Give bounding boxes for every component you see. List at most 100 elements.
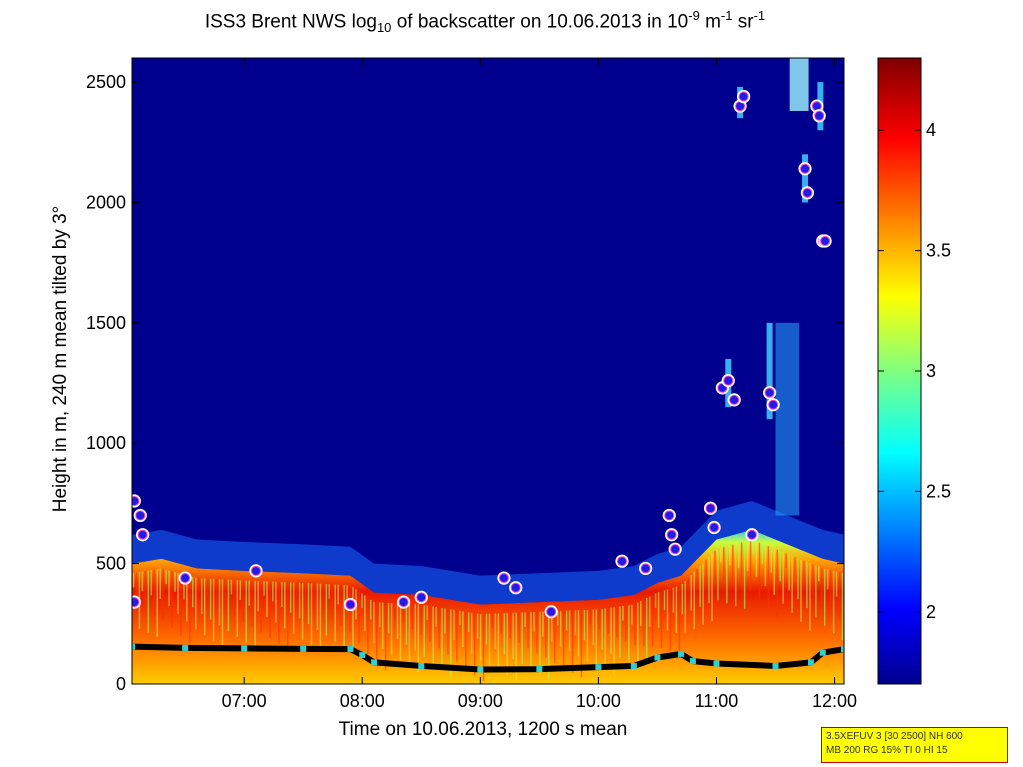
cloud-base-marker-edge — [416, 592, 427, 603]
title-exp2: -1 — [720, 8, 733, 23]
x-tick-label: 09:00 — [458, 691, 503, 711]
detected-layer-marker — [477, 666, 484, 673]
y-tick-label: 2000 — [86, 192, 126, 212]
cloud-base-marker-edge — [137, 529, 148, 540]
cloud-base-marker — [414, 590, 428, 604]
cloud-base-marker — [703, 501, 718, 515]
detected-layer-marker — [132, 643, 135, 650]
cloud-base-marker — [509, 581, 523, 595]
detected-layer-marker — [630, 662, 637, 669]
cloud-base-marker-edge — [132, 597, 140, 608]
detected-layer-marker — [807, 659, 814, 666]
y-tick-label: 0 — [116, 674, 126, 694]
info-line-1: 3.5XEFUV 3 [30 2500] NH 600 — [826, 731, 963, 742]
cloud-base-marker — [766, 398, 780, 412]
cloud-base-marker-edge — [802, 187, 813, 198]
detected-layer-marker — [713, 660, 720, 667]
title-log-base: 10 — [376, 20, 392, 36]
heatmap-cloud-column — [766, 322, 773, 420]
cloud-base-marker-edge — [800, 163, 811, 174]
cloud-base-marker-edge — [398, 597, 409, 608]
cloud-base-marker — [665, 528, 679, 542]
cloud-base-marker-edge — [738, 91, 749, 102]
cloud-base-marker — [639, 561, 653, 576]
cloud-base-marker — [132, 595, 141, 609]
cloud-base-marker — [497, 571, 511, 585]
cloud-base-marker-edge — [768, 399, 779, 410]
detected-layer-marker — [241, 645, 248, 652]
detected-layer-marker — [678, 650, 685, 657]
detected-layer-marker — [536, 666, 543, 673]
y-tick-label: 1500 — [86, 313, 126, 333]
detected-layer-line — [132, 643, 844, 673]
plot-area — [132, 58, 844, 684]
cloud-base-marker — [396, 595, 411, 609]
title-prefix: ISS3 Brent NWS log — [204, 11, 377, 33]
heatmap-haze — [132, 501, 844, 605]
detected-layer-marker — [819, 649, 826, 656]
cloud-base-marker-edge — [617, 556, 628, 567]
cloud-base-marker — [343, 597, 358, 612]
detected-layer-marker — [772, 662, 779, 669]
heatmap-cloud-top — [789, 58, 809, 111]
cloud-base-marker-edge — [814, 110, 825, 121]
title-unit2: sr — [732, 11, 754, 33]
info-line-2: MB 200 RG 15% TI 0 HI 15 — [826, 745, 948, 756]
cloud-base-marker-edge — [709, 522, 720, 533]
heatmap-cloud-column — [802, 154, 809, 203]
detected-layer-marker — [689, 658, 696, 665]
detected-layer-marker — [841, 646, 844, 653]
colorbar-tick-label: 3.5 — [926, 241, 951, 261]
title-exp1: -9 — [688, 8, 700, 23]
cloud-base-marker — [668, 542, 682, 556]
colorbar-gradient — [878, 58, 921, 684]
y-tick-label: 500 — [96, 554, 126, 574]
title-unit1: m — [699, 11, 721, 33]
detected-layer-marker — [371, 659, 378, 666]
y-axis-label: Height in m, 240 m mean tilted by 3° — [50, 206, 71, 512]
cloud-base-marker — [763, 386, 777, 400]
cloud-base-marker-edge — [666, 529, 677, 540]
cloud-base-marker-edge — [664, 510, 675, 521]
colorbar-tick-label: 2.5 — [926, 481, 951, 501]
cloud-base-marker — [727, 393, 741, 407]
cloud-base-marker — [812, 109, 826, 123]
title-exp3: -1 — [753, 8, 766, 23]
cloud-base-marker-edge — [250, 565, 261, 576]
detected-layer-marker — [300, 645, 307, 652]
detected-layer-marker — [595, 664, 602, 671]
cloud-base-marker-edge — [670, 544, 681, 555]
cloud-base-marker-edge — [764, 387, 775, 398]
cloud-base-marker — [133, 508, 147, 523]
cloud-base-marker-edge — [132, 496, 140, 507]
cloud-base-marker — [745, 528, 759, 542]
cloud-base-marker-edge — [820, 235, 831, 246]
cloud-base-marker-edge — [135, 510, 146, 521]
cloud-base-marker-edge — [640, 563, 651, 574]
colorbar: 2 2.5 3 3.5 4 — [877, 57, 951, 685]
cloud-base-marker — [707, 520, 721, 535]
cloud-base-marker-edge — [746, 529, 757, 540]
colorbar-tick-label: 2 — [926, 602, 936, 622]
colorbar-tick-label: 4 — [926, 120, 936, 140]
detected-layer-marker — [347, 646, 354, 653]
cloud-base-marker — [800, 186, 814, 200]
info-box: 3.5XEFUV 3 [30 2500] NH 600 MB 200 RG 15… — [821, 727, 1008, 763]
cloud-base-marker-edge — [498, 573, 509, 584]
cloud-base-marker-edge — [345, 599, 356, 610]
chart-title: ISS3 Brent NWS log10 of backscatter on 1… — [0, 8, 970, 35]
x-tick-label: 10:00 — [576, 691, 621, 711]
cloud-base-marker — [615, 554, 629, 568]
title-middle: of backscatter on 10.06.2013 in 10 — [391, 11, 689, 33]
heatmap-boundary-layer — [132, 529, 844, 684]
colorbar-tick-label: 3 — [926, 361, 936, 381]
cloud-base-marker-edge — [546, 606, 557, 617]
cloud-base-marker-edge — [729, 394, 740, 405]
cloud-base-marker — [544, 605, 558, 619]
x-axis-label: Time on 10.06.2013, 1200 s mean — [339, 719, 628, 740]
axes: 07:00 08:00 09:00 10:00 11:00 12:00 0 500 1000 15… — [50, 57, 857, 740]
cloud-base-marker-edge — [510, 582, 521, 593]
detected-layer-marker — [418, 662, 425, 669]
